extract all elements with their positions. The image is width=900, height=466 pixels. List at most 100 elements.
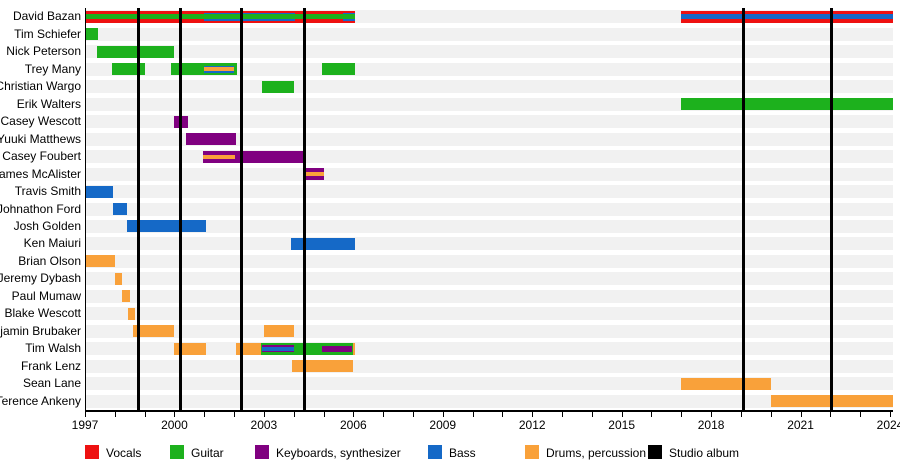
- plot-left-border: [85, 8, 86, 410]
- member-name-label: James McAlister: [0, 166, 81, 181]
- x-axis-tick: [234, 412, 236, 417]
- timeline-row-band: [85, 394, 893, 408]
- timeline-row-band: [85, 272, 893, 286]
- member-name-label: Erik Walters: [16, 96, 81, 111]
- timeline-row-band: [85, 254, 893, 268]
- role-bar-keys: [322, 345, 352, 352]
- legend-swatch-vocals: [85, 445, 99, 459]
- timeline-row-band: [85, 377, 893, 391]
- x-axis-year-label: 2006: [339, 418, 367, 432]
- member-name-label: David Bazan: [12, 9, 81, 24]
- x-axis-tick: [890, 412, 891, 417]
- role-bar-guitar: [322, 63, 355, 76]
- member-name-label: Trey Many: [24, 61, 81, 76]
- member-name-label: Benjamin Brubaker: [0, 323, 81, 338]
- role-bar-drums: [85, 255, 115, 268]
- member-name-label: Ken Maiuri: [23, 236, 81, 251]
- legend-swatch-drums: [525, 445, 539, 459]
- member-name-label: Casey Wescott: [0, 114, 81, 129]
- member-name-label: Christian Wargo: [0, 79, 81, 94]
- timeline-row-band: [85, 45, 893, 59]
- x-axis-tick: [174, 412, 176, 417]
- x-axis-year-label: 2012: [518, 418, 546, 432]
- x-axis-tick: [85, 412, 86, 417]
- legend-label-bass: Bass: [449, 446, 476, 460]
- legend-label-drums: Drums, percussion: [546, 446, 647, 460]
- x-axis-tick: [681, 412, 683, 417]
- x-axis-year-label: 2024: [876, 418, 900, 432]
- role-bar-drums: [203, 154, 235, 159]
- x-axis-tick: [144, 412, 146, 417]
- x-axis-tick: [651, 412, 653, 417]
- role-bar-bass: [113, 203, 127, 215]
- role-bar-drums: [292, 360, 354, 373]
- legend-label-album: Studio album: [669, 446, 740, 460]
- member-name-label: Frank Lenz: [20, 358, 81, 373]
- legend-item-album: Studio album: [648, 445, 808, 460]
- timeline-row-band: [85, 115, 893, 129]
- member-name-label: Jeremy Dybash: [0, 271, 81, 286]
- role-bar-bass: [85, 185, 114, 198]
- timeline-row-band: [85, 202, 893, 216]
- member-name-label: Tim Walsh: [25, 341, 81, 356]
- studio-album-line: [742, 8, 746, 410]
- member-name-label: Terence Ankeny: [0, 393, 81, 408]
- x-axis-tick: [114, 412, 116, 417]
- x-axis-tick: [472, 412, 474, 417]
- member-name-label: Travis Smith: [14, 184, 81, 199]
- legend-label-keys: Keyboards, synthesizer: [276, 446, 401, 460]
- x-axis-tick: [502, 412, 504, 417]
- legend-swatch-guitar: [170, 445, 184, 459]
- timeline-row-band: [85, 289, 893, 303]
- studio-album-line: [830, 8, 834, 410]
- role-bar-keys: [203, 150, 306, 163]
- role-bar-guitar: [85, 28, 99, 41]
- timeline-row-band: [85, 307, 893, 321]
- role-bar-drums: [133, 325, 175, 338]
- legend-label-guitar: Guitar: [191, 446, 224, 460]
- legend-swatch-album: [648, 445, 662, 459]
- timeline-row-band: [85, 359, 893, 373]
- role-bar-guitar: [96, 45, 175, 58]
- role-bar-guitar: [85, 14, 355, 20]
- member-name-label: Paul Mumaw: [11, 288, 81, 303]
- legend-item-bass: Bass: [428, 445, 588, 460]
- x-axis-year-label: 2000: [161, 418, 188, 432]
- x-axis-tick: [740, 412, 742, 417]
- studio-album-line: [302, 8, 306, 410]
- role-bar-keys: [186, 133, 236, 146]
- role-bar-bass: [262, 346, 294, 351]
- timeline-row-band: [85, 132, 893, 146]
- member-name-label: Josh Golden: [13, 218, 81, 233]
- x-axis-tick: [621, 412, 623, 417]
- role-bar-guitar: [111, 63, 145, 76]
- role-bar-drums: [204, 67, 235, 72]
- x-axis-tick: [532, 412, 534, 417]
- member-name-label: Yuuki Matthews: [0, 131, 81, 146]
- timeline-row-band: [85, 342, 893, 356]
- member-name-label: Johnathon Ford: [0, 201, 81, 216]
- x-axis-tick: [562, 412, 564, 417]
- timeline-row-band: [85, 324, 893, 338]
- x-axis-tick: [442, 412, 444, 417]
- timeline-row-band: [85, 27, 893, 41]
- x-axis-tick: [830, 412, 832, 417]
- x-axis-tick: [353, 412, 355, 417]
- timeline-row-band: [85, 219, 893, 233]
- x-axis-tick: [800, 412, 802, 417]
- x-axis-line: [85, 410, 893, 412]
- legend-swatch-bass: [428, 445, 442, 459]
- timeline-row-band: [85, 167, 893, 181]
- x-axis-tick: [293, 412, 295, 417]
- role-bar-drums: [263, 325, 294, 338]
- x-axis-tick: [323, 412, 325, 417]
- legend-item-guitar: Guitar: [170, 445, 330, 460]
- role-bar-bass: [126, 220, 206, 233]
- x-axis-year-label: 2018: [697, 418, 725, 432]
- studio-album-line: [178, 8, 182, 410]
- legend-item-vocals: Vocals: [85, 445, 245, 460]
- member-name-label: Casey Foubert: [2, 149, 81, 164]
- x-axis-tick: [263, 412, 265, 417]
- x-axis-tick: [711, 412, 713, 417]
